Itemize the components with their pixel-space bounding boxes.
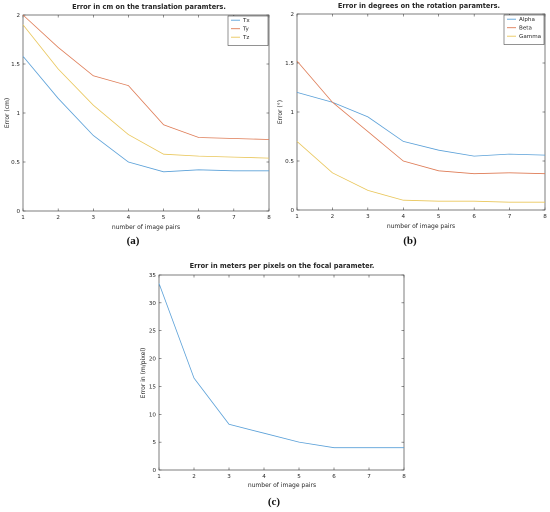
- y-tick-label: 10: [149, 412, 157, 418]
- chart-title: Error in cm on the translation paramters…: [72, 3, 226, 11]
- x-tick-label: 3: [366, 214, 370, 220]
- series-line-ty: [22, 14, 270, 140]
- x-tick-label: 3: [92, 215, 96, 221]
- x-tick-label: 1: [295, 214, 299, 220]
- y-axis-label: Error in (m/pixel): [140, 348, 147, 399]
- legend: Alpha Beta Gamma: [503, 14, 545, 45]
- y-tick-label: 1.5: [11, 62, 20, 68]
- y-tick-label: 0: [16, 209, 20, 215]
- y-axis-label: Error (cm): [4, 98, 11, 128]
- panel-label: (a): [127, 235, 140, 247]
- series-line-tx: [22, 55, 269, 173]
- plot-area: [158, 274, 405, 471]
- series-lines: [296, 60, 546, 203]
- x-tick-label: 4: [127, 215, 131, 221]
- x-axis-label: number of image pairs: [248, 482, 316, 489]
- x-tick-label: 8: [543, 214, 547, 220]
- x-tick-label: 8: [402, 474, 406, 480]
- x-tick-label: 7: [232, 215, 236, 221]
- x-tick-label: 7: [367, 474, 371, 480]
- y-tick-label: 20: [149, 357, 157, 363]
- y-axis: 0 5 10 15 20 25 30 35: [149, 273, 404, 474]
- y-axis: 0 0.5 1 1.5 2: [11, 13, 269, 215]
- x-tick-label: 6: [472, 214, 476, 220]
- x-tick-label: 5: [162, 215, 166, 221]
- legend-box: [503, 14, 545, 45]
- y-tick-label: 35: [149, 273, 157, 279]
- chart-translation: Error in cm on the translation paramters…: [4, 3, 271, 247]
- legend: Tx Ty Tz: [227, 15, 269, 46]
- series-line-tz: [22, 24, 270, 159]
- x-axis: 1 2 3 4 5 6 7 8: [295, 14, 547, 220]
- legend-entry: Tx: [242, 18, 250, 24]
- x-tick-label: 3: [227, 474, 231, 480]
- x-tick-label: 2: [331, 214, 335, 220]
- y-tick-label: 0: [290, 208, 294, 214]
- legend-entry: Tz: [242, 35, 249, 41]
- x-tick-label: 4: [402, 214, 406, 220]
- y-axis: 0 0.5 1 1.5 2: [285, 12, 545, 214]
- y-axis-label: Error (°): [277, 100, 284, 124]
- x-axis: 1 2 3 4 5 6 7 8: [21, 15, 271, 221]
- series-line-alpha: [296, 92, 546, 157]
- x-tick-label: 5: [437, 214, 441, 220]
- y-tick-label: 2: [290, 12, 294, 18]
- x-axis-label: number of image pairs: [112, 224, 180, 231]
- panel-label: (b): [403, 235, 417, 247]
- series-line-1: [158, 283, 404, 449]
- x-axis-label: number of image pairs: [387, 223, 455, 230]
- y-tick-label: 2: [16, 13, 20, 19]
- legend-box: [227, 15, 269, 46]
- legend-entry: Ty: [242, 27, 250, 33]
- x-tick-label: 8: [267, 215, 271, 221]
- y-tick-label: 5: [152, 440, 156, 446]
- series-lines: [22, 14, 270, 173]
- series-line-beta: [296, 60, 546, 175]
- x-axis: 1 2 3 4 5 6 7 8: [157, 275, 406, 480]
- y-tick-label: 0.5: [285, 159, 294, 165]
- y-tick-label: 1: [290, 110, 294, 116]
- x-tick-label: 7: [508, 214, 512, 220]
- y-tick-label: 1.5: [285, 61, 294, 67]
- plot-area: [296, 13, 546, 211]
- chart-focal: Error in meters per pixels on the focal …: [140, 262, 406, 508]
- series-lines: [158, 283, 404, 449]
- x-tick-label: 6: [197, 215, 201, 221]
- y-tick-label: 30: [149, 301, 157, 307]
- x-tick-label: 1: [157, 474, 161, 480]
- y-tick-label: 15: [149, 384, 157, 390]
- y-tick-label: 1: [16, 111, 20, 117]
- chart-title: Error in meters per pixels on the focal …: [190, 262, 375, 270]
- panel-label: (c): [268, 496, 281, 508]
- y-tick-label: 25: [149, 329, 157, 335]
- series-line-gamma: [296, 141, 545, 203]
- x-tick-label: 2: [192, 474, 196, 480]
- x-tick-label: 4: [262, 474, 266, 480]
- legend-entry: Alpha: [519, 17, 535, 23]
- chart-rotation: Error in degrees on the rotation paramte…: [277, 2, 547, 247]
- legend-entry: Gamma: [519, 34, 541, 40]
- y-tick-label: 0.5: [11, 160, 20, 166]
- x-tick-label: 5: [297, 474, 301, 480]
- x-tick-label: 2: [56, 215, 60, 221]
- plot-area: [22, 14, 270, 212]
- y-tick-label: 0: [152, 468, 156, 474]
- x-tick-label: 6: [332, 474, 336, 480]
- x-tick-label: 1: [21, 215, 25, 221]
- chart-title: Error in degrees on the rotation paramte…: [338, 2, 500, 10]
- legend-entry: Beta: [519, 26, 532, 32]
